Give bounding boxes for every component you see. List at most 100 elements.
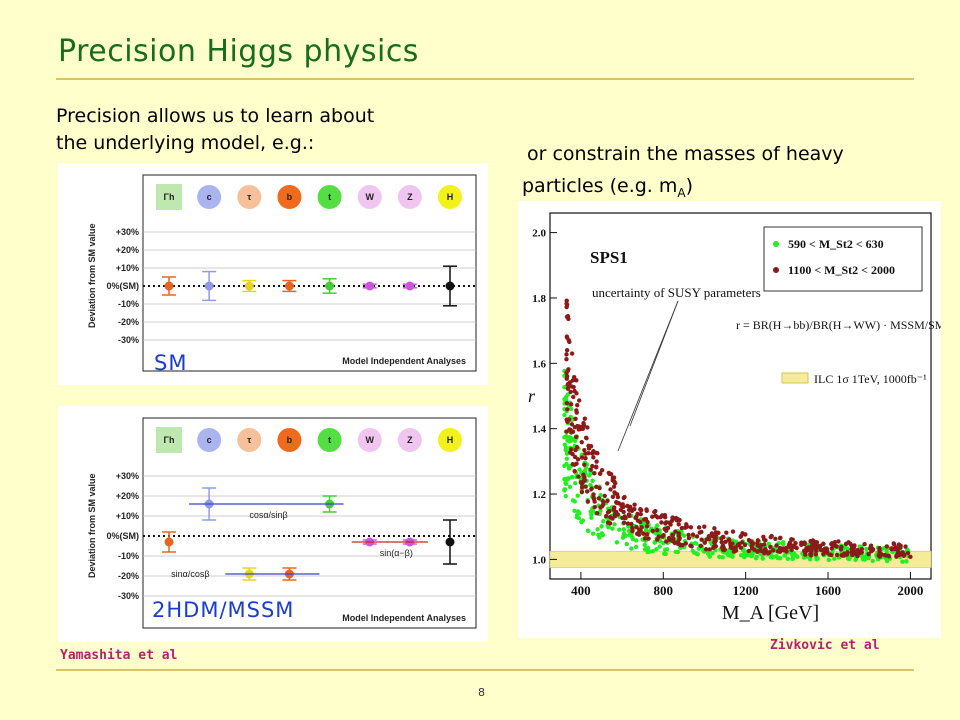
y-tick-label: -30% bbox=[118, 335, 139, 345]
x-tick-label: 2000 bbox=[897, 583, 923, 598]
scatter-point bbox=[864, 546, 869, 552]
scatter-point bbox=[568, 447, 574, 452]
scatter-point bbox=[637, 527, 642, 533]
scatter-point bbox=[569, 474, 575, 480]
scatter-point bbox=[565, 407, 570, 412]
scatter-point bbox=[633, 544, 639, 550]
scatter-point bbox=[575, 403, 580, 408]
scatter-point bbox=[905, 547, 910, 553]
intro-right-line1: or constrain the masses of heavy bbox=[527, 143, 844, 165]
scatter-point bbox=[579, 489, 585, 495]
scatter-point bbox=[607, 508, 612, 514]
category-label: W bbox=[365, 435, 374, 445]
scatter-point bbox=[787, 544, 792, 550]
category-badge-4 bbox=[317, 185, 342, 209]
scatter-point bbox=[679, 525, 685, 531]
scatter-point bbox=[629, 546, 634, 551]
scatter-point bbox=[562, 442, 568, 447]
intro-right-line2: particles (e.g. mA) bbox=[522, 170, 952, 209]
band-legend-swatch bbox=[781, 372, 809, 384]
scatter-point bbox=[655, 527, 660, 533]
scatter-point bbox=[644, 508, 649, 514]
intro-left-text: Precision allows us to learn about the u… bbox=[56, 103, 506, 157]
scatter-point bbox=[622, 514, 628, 519]
scatter-point bbox=[579, 481, 585, 487]
scatter-point bbox=[597, 535, 602, 540]
scenario-label-sm: SM bbox=[154, 351, 188, 375]
category-label: τ bbox=[247, 435, 251, 445]
scatter-point bbox=[597, 485, 602, 491]
scatter-point bbox=[570, 462, 575, 467]
scatter-point bbox=[869, 546, 874, 551]
category-label: W bbox=[365, 192, 374, 202]
scatter-point bbox=[585, 425, 590, 430]
chart-title: SPS1 bbox=[590, 248, 628, 267]
scatter-point bbox=[853, 557, 858, 562]
scatter-point bbox=[775, 549, 781, 554]
category-badge-7 bbox=[438, 185, 462, 209]
scatter-point bbox=[650, 528, 655, 534]
legend-marker bbox=[773, 267, 779, 273]
legend: 590 < M_St2 < 630 1100 < M_St2 < 2000 bbox=[763, 226, 923, 292]
scatter-point bbox=[644, 524, 650, 529]
scatter-point bbox=[636, 532, 642, 537]
scatter-point bbox=[876, 553, 881, 558]
scatter-point bbox=[638, 511, 643, 517]
scatter-point bbox=[673, 529, 678, 534]
annotation-sinab: sin(α−β) bbox=[380, 548, 413, 558]
scatter-point bbox=[579, 455, 585, 460]
scatter-point bbox=[571, 374, 577, 380]
scatter-point bbox=[612, 513, 618, 519]
y-tick-label: -10% bbox=[118, 299, 139, 309]
scatter-point bbox=[767, 549, 772, 555]
scatter-point bbox=[783, 545, 789, 551]
scatter-point bbox=[654, 547, 659, 552]
scatter-point bbox=[709, 531, 715, 536]
scatter-point bbox=[562, 463, 567, 468]
scatter-point bbox=[696, 525, 702, 530]
legend-box bbox=[763, 226, 923, 292]
scatter-point bbox=[600, 532, 606, 538]
scatter-point bbox=[579, 440, 584, 445]
scatter-point bbox=[674, 518, 680, 523]
chart-footer: Model Independent Analyses bbox=[342, 356, 466, 366]
scatter-point bbox=[768, 535, 773, 540]
scatter-point bbox=[642, 536, 648, 541]
scatter-point bbox=[839, 544, 844, 550]
scatter-point bbox=[761, 549, 767, 555]
scatter-point bbox=[582, 462, 587, 467]
scatter-point bbox=[613, 509, 619, 515]
scatter-point bbox=[575, 457, 581, 462]
y-tick-label: -30% bbox=[118, 591, 139, 601]
scatter-point bbox=[622, 494, 627, 500]
scatter-point bbox=[599, 467, 605, 473]
scatter-point bbox=[567, 339, 572, 345]
scatter-point bbox=[862, 541, 867, 547]
scatter-point bbox=[564, 304, 569, 310]
category-label: Γh bbox=[164, 192, 175, 202]
scatter-point bbox=[580, 518, 586, 523]
scatter-point bbox=[584, 489, 590, 494]
category-badge-2 bbox=[237, 428, 262, 452]
scatter-point bbox=[575, 493, 580, 498]
scatter-point bbox=[590, 463, 595, 469]
scatter-point bbox=[771, 548, 776, 553]
scatter-point bbox=[655, 515, 660, 520]
scatter-point bbox=[773, 536, 778, 541]
scatter-point bbox=[569, 384, 574, 389]
annotation-arrow bbox=[629, 300, 679, 427]
scatter-point bbox=[562, 396, 567, 402]
scatter-point bbox=[738, 545, 744, 550]
scatter-point bbox=[859, 546, 865, 552]
scatter-point bbox=[562, 487, 568, 492]
scatter-point bbox=[721, 547, 726, 553]
scatter-point bbox=[564, 433, 569, 439]
scatter-point bbox=[597, 471, 603, 476]
scatter-point bbox=[755, 549, 761, 554]
y-tick-label: 0%(SM) bbox=[106, 281, 139, 291]
scatter-point bbox=[583, 435, 589, 441]
scatter-point bbox=[567, 464, 572, 469]
scatter-point bbox=[574, 410, 579, 415]
scatter-point bbox=[565, 381, 571, 387]
scatter-point bbox=[621, 531, 627, 536]
